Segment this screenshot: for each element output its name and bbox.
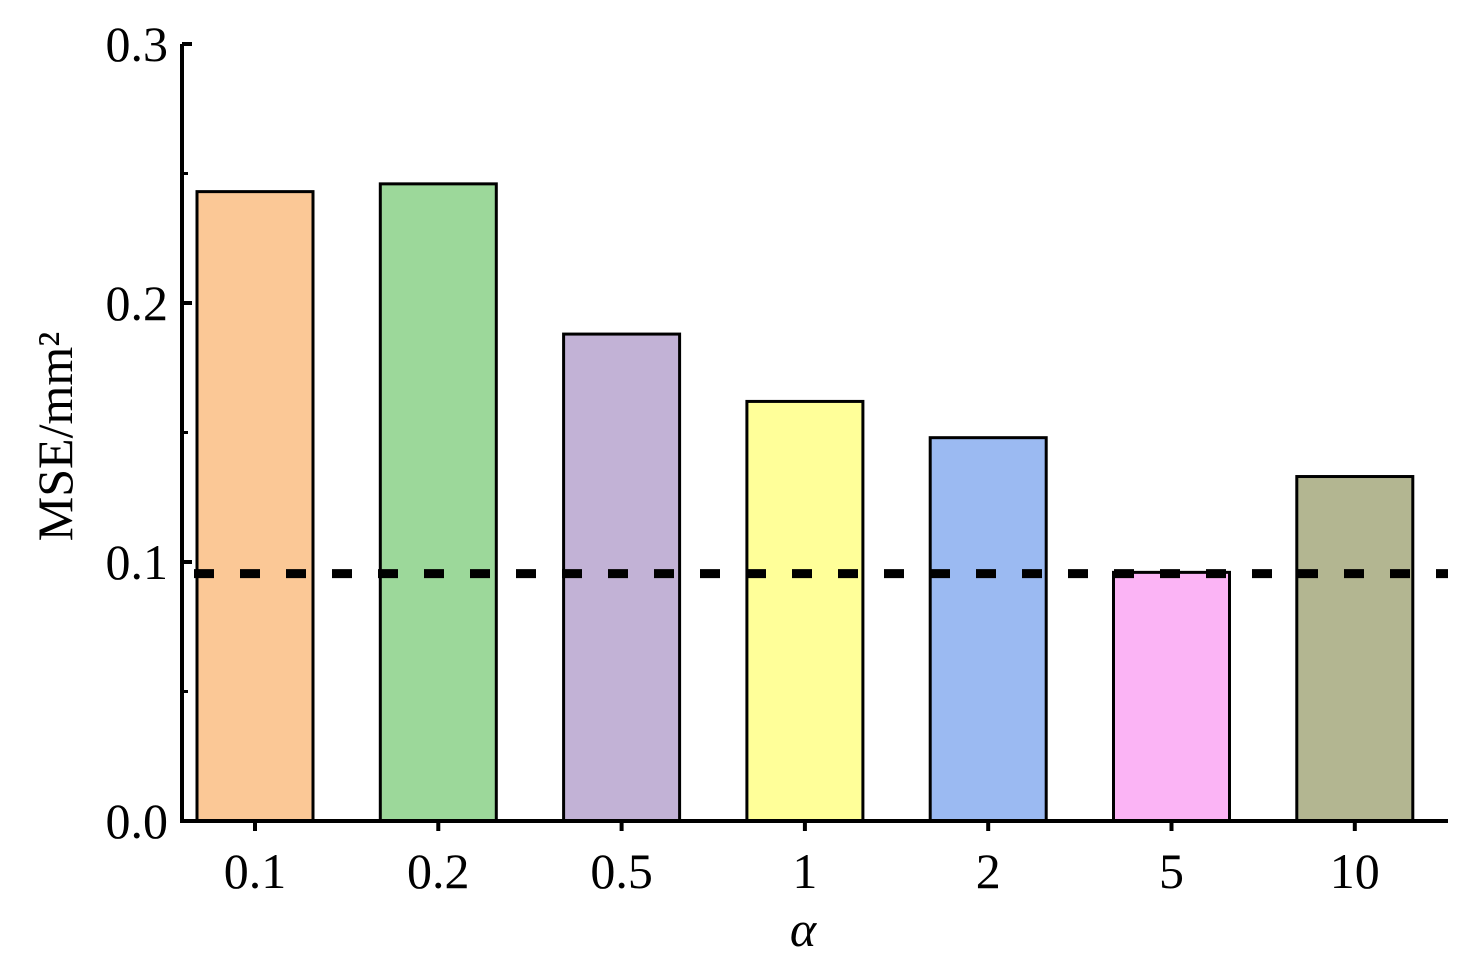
bar-0.2 [378,182,498,823]
bar-1 [745,399,865,823]
bar-2 [928,436,1048,823]
x-tick-label: 5 [1159,843,1184,899]
x-ticks: 0.1 0.2 0.5 1 2 5 10 [224,821,1380,899]
x-tick-label: 0.1 [224,843,287,899]
bar-0.1 [195,190,315,823]
x-tick-label: 1 [792,843,817,899]
x-tick-label: 0.2 [407,843,470,899]
y-tick-label: 0.1 [106,534,169,590]
bars-layer [195,182,1415,823]
bar-5 [1112,570,1231,823]
y-ticks: 0.0 0.1 0.2 0.3 [106,16,192,849]
y-tick-label: 0.2 [106,275,169,331]
x-tick-label: 10 [1330,843,1380,899]
bar-10 [1295,475,1415,823]
x-axis-title: α [790,901,818,957]
y-tick-label: 0.3 [106,16,169,72]
x-tick-label: 0.5 [590,843,653,899]
y-axis-title: MSE/mm² [27,332,83,541]
x-tick-label: 2 [976,843,1001,899]
y-tick-label: 0.0 [106,793,169,849]
